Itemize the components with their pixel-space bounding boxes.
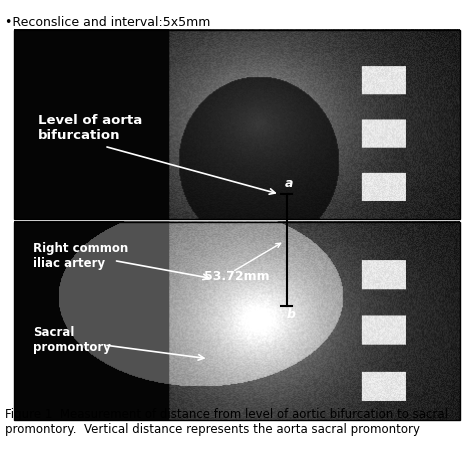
Bar (14, 30, 460, 219)
Text: a: a (284, 177, 293, 190)
Text: Sacral
promontory: Sacral promontory (33, 326, 111, 355)
Text: Right common
iliac artery: Right common iliac artery (33, 242, 128, 270)
Text: Figure 1  Measurement of distance from level of aortic bifurcation to sacral
pro: Figure 1 Measurement of distance from le… (5, 409, 448, 436)
Text: •Reconslice and interval:5x5mm: •Reconslice and interval:5x5mm (5, 16, 210, 29)
Bar (14, 222, 460, 420)
Text: 53.72mm: 53.72mm (204, 270, 270, 283)
Text: Level of aorta
bifurcation: Level of aorta bifurcation (38, 114, 142, 142)
Text: b: b (287, 308, 296, 321)
